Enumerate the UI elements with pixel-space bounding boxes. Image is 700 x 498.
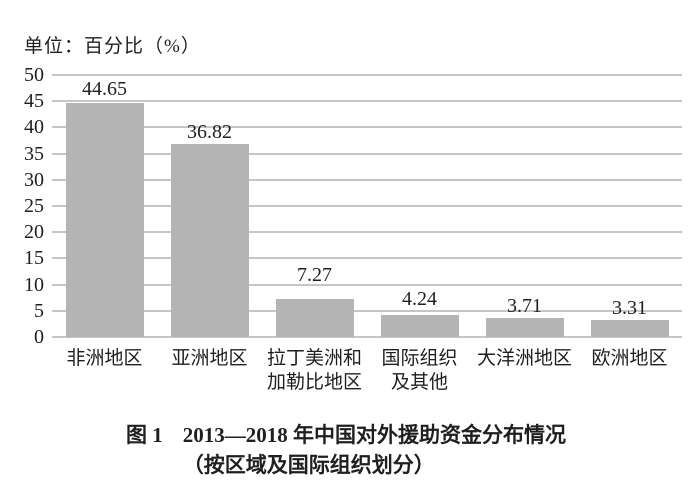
figure-caption: 图 1 2013—2018 年中国对外援助资金分布情况 （按区域及国际组织划分） [126,420,566,480]
unit-label: 单位：百分比（%） [24,36,201,57]
caption-figure-number: 图 1 [126,423,163,447]
bar-value-label: 4.24 [402,287,437,310]
bar-非洲地区 [65,103,144,337]
bar-国际组织及其他 [380,314,459,337]
y-axis-tick-label: 30 [24,168,44,191]
x-axis-label-line: 拉丁美洲和 [266,348,362,369]
gridline-y25 [52,205,682,207]
x-axis-label-非洲地区: 非洲地区 [52,347,157,371]
y-axis-tick-label: 20 [24,221,44,244]
gridline-y10 [52,283,682,286]
y-axis-tick-label: 0 [34,326,44,348]
y-axis-tick-label: 40 [24,116,44,139]
gridline-y45 [52,100,682,103]
caption-text: 2013—2018 年中国对外援助资金分布情况 （按区域及国际组织划分） [183,420,566,480]
y-axis-tick-label: 5 [34,299,44,322]
bar-value-label: 7.27 [297,263,332,286]
y-axis-tick-label: 10 [24,273,44,296]
x-axis-label-大洋洲地区: 大洋洲地区 [472,347,577,371]
gridline-y40 [52,126,682,129]
gridline-y50 [52,74,682,76]
plot-area: 0 5 10 15 20 25 30 35 40 45 50 44.65 36.82 7.27 4.24 3.… [24,64,682,348]
bar-value-label: 44.65 [82,78,127,101]
y-axis-tick-label: 45 [24,90,44,113]
gridline-y30 [52,178,682,181]
x-axis-label-line: 国际组织 [381,348,458,369]
bar-value-label: 36.82 [187,121,232,144]
bar-亚洲地区 [170,144,249,337]
y-axis-tick-label: 50 [24,64,44,86]
caption-title: 2013—2018 年中国对外援助资金分布情况 [182,423,566,447]
x-axis-label-亚洲地区: 亚洲地区 [157,347,262,371]
gridline-y35 [52,152,682,155]
x-axis-label-line: 亚洲地区 [171,348,248,369]
x-axis-label-国际组织及其他: 国际组织 及其他 [367,347,472,395]
gridline-y20 [52,231,682,234]
bar-value-label: 3.71 [507,294,542,317]
gridline-y15 [52,257,682,260]
y-axis-tick-label: 35 [24,142,44,165]
x-axis-label-拉丁美洲和加勒比地区: 拉丁美洲和加勒比地区 [262,347,367,395]
bar-欧洲地区 [590,319,669,337]
x-axis-label-line: 非洲地区 [66,348,143,369]
x-axis-label-line: 欧洲地区 [591,348,668,369]
bar-value-label: 3.31 [612,296,647,319]
x-axis-label-欧洲地区: 欧洲地区 [577,347,682,371]
gridline-y0 [52,336,682,338]
gridline-y5 [52,309,682,312]
y-axis-tick-label: 25 [24,195,44,217]
x-axis-label-line: 大洋洲地区 [476,348,572,369]
y-axis-tick-label: 15 [24,247,44,270]
caption-subtitle: （按区域及国际组织划分） [182,453,435,477]
x-axis-label-line: 加勒比地区 [266,372,362,393]
bar-大洋洲地区 [485,317,564,337]
bar-拉丁美洲和加勒比地区 [275,298,354,337]
x-axis-label-line: 及其他 [390,372,448,393]
